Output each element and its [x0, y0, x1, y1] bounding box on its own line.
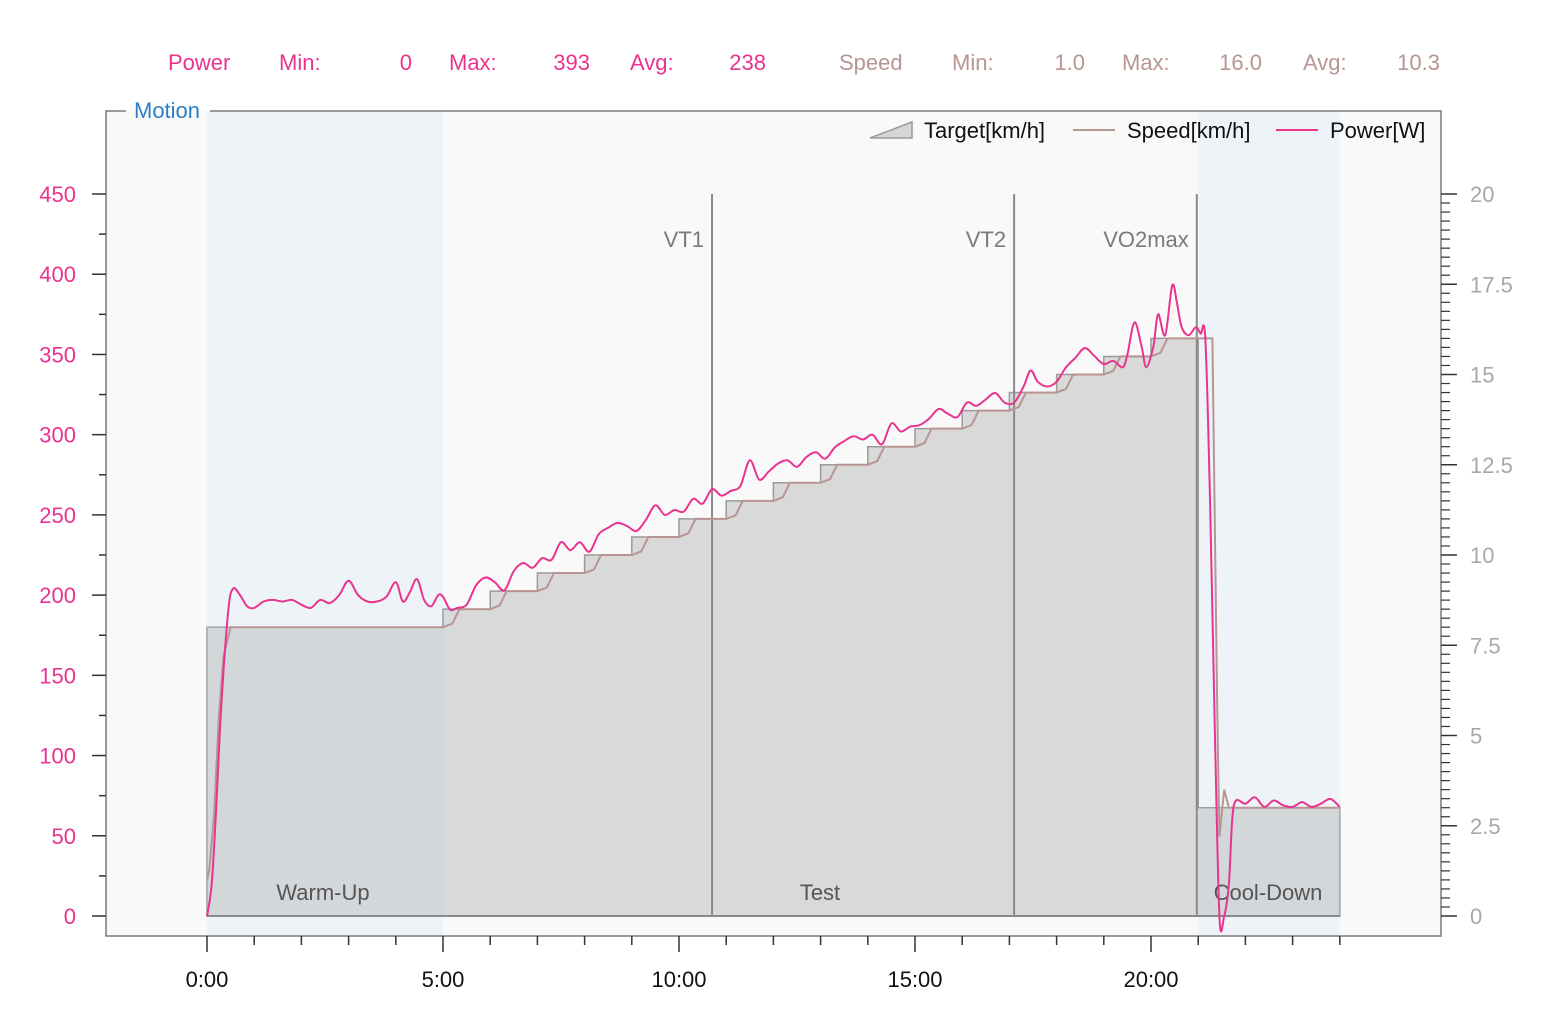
y-right-tick-label: 15	[1470, 363, 1494, 388]
y-left-tick-label: 350	[39, 342, 76, 367]
legend-speed-label: Speed[km/h]	[1127, 118, 1251, 143]
phase-tint-0-0	[207, 627, 443, 916]
x-tick-label: 20:00	[1123, 967, 1178, 992]
speed-avg-value: 10.3	[1397, 50, 1440, 75]
speed-max-value: 16.0	[1219, 50, 1262, 75]
power-max-value: 393	[553, 50, 590, 75]
y-right-tick-label: 0	[1470, 904, 1482, 929]
y-right-tick-label: 17.5	[1470, 272, 1513, 297]
speed-series-line	[206, 337, 1340, 881]
y-right-tick-label: 10	[1470, 543, 1494, 568]
y-right-tick-label: 20	[1470, 182, 1494, 207]
power-avg-label: Avg:	[630, 50, 674, 75]
stats-bar: Power Min: 0 Max: 393 Avg: 238 Speed Min…	[0, 0, 1548, 80]
power-max-label: Max:	[449, 50, 497, 75]
y-right-tick-label: 7.5	[1470, 633, 1501, 658]
y-left-tick-label: 150	[39, 663, 76, 688]
legend-target-label: Target[km/h]	[924, 118, 1045, 143]
legend-target-swatch	[869, 120, 913, 139]
panel-title: Motion	[134, 98, 200, 123]
y-left-tick-label: 200	[39, 583, 76, 608]
phase-label-cool-down: Cool-Down	[1214, 880, 1323, 905]
power-min-value: 0	[399, 50, 412, 75]
x-tick-label: 10:00	[651, 967, 706, 992]
y-left-tick-label: 100	[39, 744, 76, 769]
power-min-label: Min:	[279, 50, 321, 75]
power-stat-label: Power	[168, 50, 231, 75]
power-avg-value: 238	[729, 50, 766, 75]
phase-band-2	[1198, 111, 1340, 936]
phase-tint-2-0	[1198, 807, 1340, 916]
speed-stat-label: Speed	[839, 50, 903, 75]
phase-label-warm-up: Warm-Up	[276, 880, 369, 905]
power-series-line	[206, 283, 1341, 933]
y-left-tick-label: 300	[39, 423, 76, 448]
legend-power-label: Power[W]	[1330, 118, 1425, 143]
y-left-tick-label: 250	[39, 503, 76, 528]
x-tick-label: 15:00	[887, 967, 942, 992]
x-tick-label: 0:00	[186, 967, 229, 992]
speed-min-label: Min:	[952, 50, 994, 75]
y-right-tick-label: 5	[1470, 724, 1482, 749]
speed-avg-label: Avg:	[1303, 50, 1347, 75]
phase-label-test: Test	[800, 880, 840, 905]
y-left-tick-label: 400	[39, 262, 76, 287]
y-left-tick-label: 450	[39, 182, 76, 207]
speed-min-value: 1.0	[1054, 50, 1085, 75]
speed-max-label: Max:	[1122, 50, 1170, 75]
y-right-tick-label: 2.5	[1470, 814, 1501, 839]
y-right-tick-label: 12.5	[1470, 453, 1513, 478]
x-tick-label: 5:00	[422, 967, 465, 992]
y-left-tick-label: 0	[64, 904, 76, 929]
y-left-tick-label: 50	[52, 824, 76, 849]
marker-label-vt1: VT1	[664, 227, 704, 252]
marker-label-vt2: VT2	[966, 227, 1006, 252]
marker-label-vo2max: VO2max	[1103, 227, 1189, 252]
